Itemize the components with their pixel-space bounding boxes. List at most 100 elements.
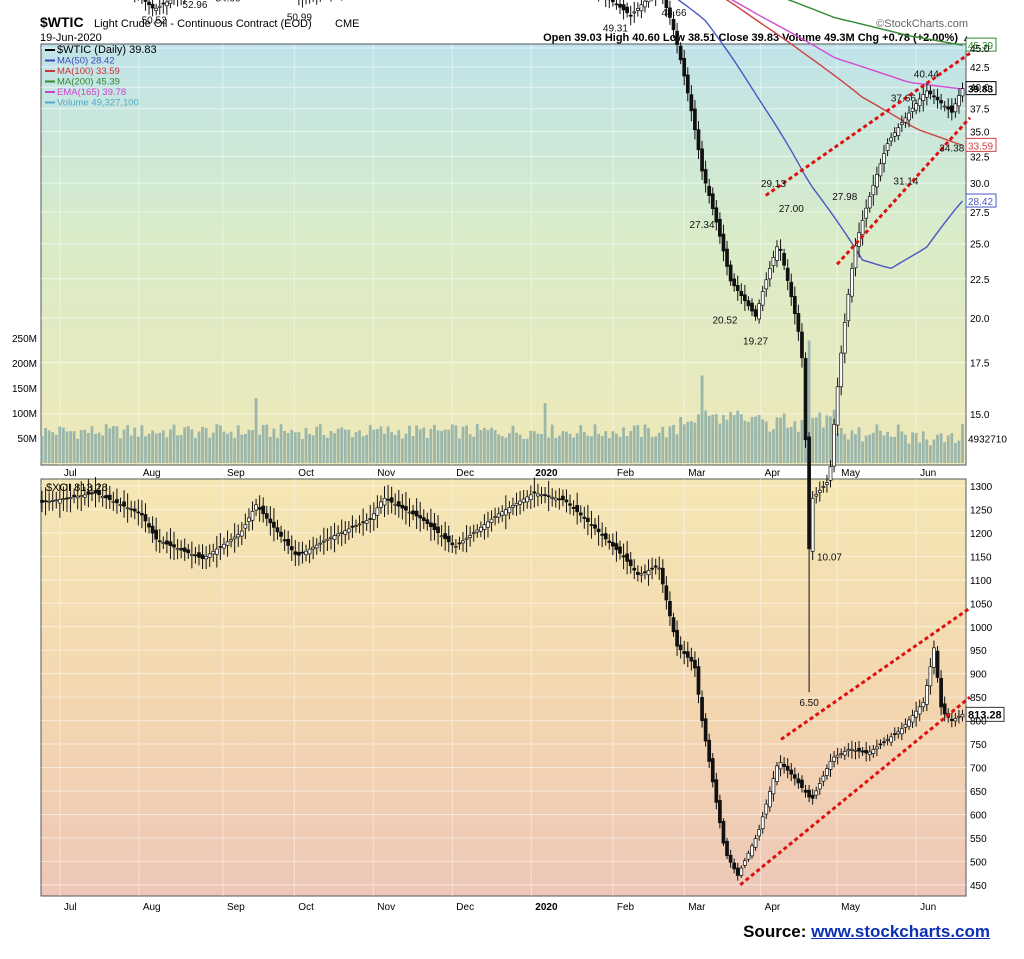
last-value-box xyxy=(965,193,997,208)
volume-bar xyxy=(647,427,650,463)
xoi-candle xyxy=(536,493,540,497)
volume-bar xyxy=(911,432,914,463)
xoi-candle xyxy=(753,838,758,848)
wtic-candle xyxy=(907,112,911,121)
y-tick-label: 650 xyxy=(970,787,987,798)
last-value-label: 39.83 xyxy=(968,85,993,96)
wtic-candle xyxy=(721,233,726,252)
xoi-candle xyxy=(807,789,811,798)
volume-bar xyxy=(222,431,226,463)
volume-bar xyxy=(372,429,376,463)
volume-bar xyxy=(94,433,97,463)
xoi-candle xyxy=(375,507,380,516)
xoi-candle xyxy=(218,546,223,548)
xoi-candle xyxy=(143,514,148,522)
volume-bar xyxy=(600,436,604,463)
xoi-candle xyxy=(532,491,537,494)
xoi-candle xyxy=(575,505,580,513)
volume-bar xyxy=(525,438,529,463)
volume-bar xyxy=(511,425,515,463)
volume-bar xyxy=(907,443,911,463)
x-tick-label: Nov xyxy=(377,468,395,479)
volume-bar xyxy=(611,431,615,463)
xoi-candle xyxy=(614,543,619,551)
volume-bar xyxy=(679,417,683,463)
volume-bar xyxy=(272,428,276,463)
volume-bar xyxy=(97,432,101,463)
wtic-candle xyxy=(743,294,747,302)
xoi-candle xyxy=(718,800,722,824)
last-value-box xyxy=(965,37,997,52)
x-tick-label: Sep xyxy=(227,468,245,479)
xoi-candle xyxy=(657,567,662,570)
source-link[interactable]: www.stockcharts.com xyxy=(811,922,990,941)
wtic-candle xyxy=(625,6,629,14)
xoi-candle xyxy=(857,747,861,752)
volume-bar xyxy=(86,432,90,463)
last-value-box xyxy=(965,137,997,152)
wtic-candle xyxy=(714,207,719,223)
xoi-candle xyxy=(40,499,44,503)
volume-bar xyxy=(711,414,715,463)
volume-bar xyxy=(422,427,426,463)
x-tick-label: Dec xyxy=(456,468,474,479)
volume-bar xyxy=(390,432,394,463)
volume-bar xyxy=(58,426,62,463)
x-tick-label: Oct xyxy=(298,468,314,479)
x-tick-label: Oct xyxy=(298,902,314,913)
xoi-candle xyxy=(289,546,294,551)
xoi-candle xyxy=(268,518,273,524)
volume-bar xyxy=(51,432,55,463)
volume-bar xyxy=(782,413,786,463)
volume-bar xyxy=(593,424,597,463)
wtic-candle xyxy=(154,7,159,11)
xoi-candle xyxy=(628,559,633,567)
volume-bar xyxy=(62,427,65,463)
y-tick-label: 1300 xyxy=(970,482,993,493)
volume-bar xyxy=(218,425,222,463)
xoi-candle xyxy=(885,739,890,741)
chart-header: $WTIC Light Crude Oil - Continuous Contr… xyxy=(40,14,971,44)
volume-bar xyxy=(479,430,483,463)
xoi-candle xyxy=(525,496,530,503)
wtic-candle xyxy=(803,358,808,441)
volume-bar xyxy=(186,426,190,463)
xoi-candle xyxy=(186,549,191,554)
wtic-candle xyxy=(949,105,954,113)
wtic-candle xyxy=(853,245,858,269)
xoi-candle xyxy=(568,503,572,506)
y-tick-label: 850 xyxy=(970,693,987,704)
xoi-candle xyxy=(357,523,362,526)
y-tick-label: 450 xyxy=(970,881,987,892)
wtic-candle xyxy=(875,174,879,188)
volume-bar xyxy=(129,435,133,463)
xoi-candle xyxy=(732,862,737,870)
wtic-candle xyxy=(771,257,776,267)
volume-tick-label: 200M xyxy=(12,359,37,370)
wtic-candle xyxy=(892,132,897,137)
wtic-candle xyxy=(735,284,740,292)
xoi-candle xyxy=(272,521,276,528)
xoi-candle xyxy=(621,555,626,558)
volume-bar xyxy=(483,428,486,463)
xoi-candle xyxy=(839,752,844,755)
volume-bar xyxy=(882,435,886,463)
volume-bar xyxy=(368,424,372,463)
price-annotation: 50.99 xyxy=(287,12,312,23)
volume-bar xyxy=(943,442,947,463)
volume-bar xyxy=(293,432,297,463)
price-annotation: 27.00 xyxy=(779,204,804,215)
xoi-candle xyxy=(500,511,505,516)
xoi-candle xyxy=(286,539,291,546)
xoi-candle xyxy=(618,546,622,554)
price-annotation: 34.38 xyxy=(939,144,964,155)
volume-tick-label: 50M xyxy=(18,434,37,445)
xoi-candle xyxy=(179,548,183,551)
xoi-candle xyxy=(935,650,940,678)
legend-entry: $WTIC (Daily) 39.83 xyxy=(57,44,157,56)
xoi-candle xyxy=(821,775,826,782)
volume-bar xyxy=(383,433,386,463)
wtic-candle xyxy=(896,127,901,136)
volume-bar xyxy=(864,435,868,463)
